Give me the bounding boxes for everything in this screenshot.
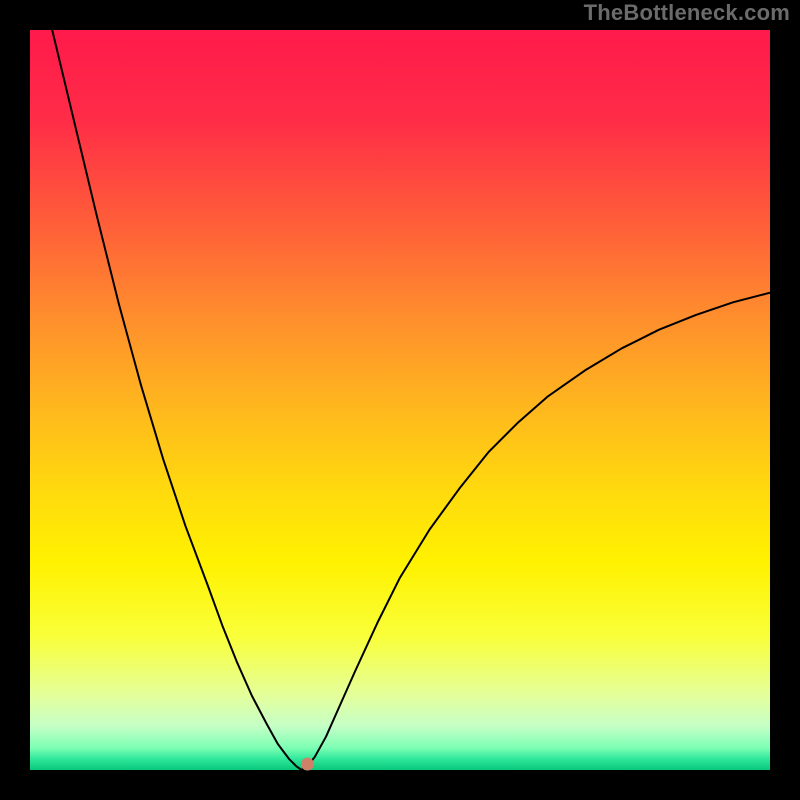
watermark-text: TheBottleneck.com — [584, 0, 790, 26]
plot-background — [30, 30, 770, 770]
optimal-point-marker — [301, 758, 314, 771]
bottleneck-chart — [0, 0, 800, 800]
